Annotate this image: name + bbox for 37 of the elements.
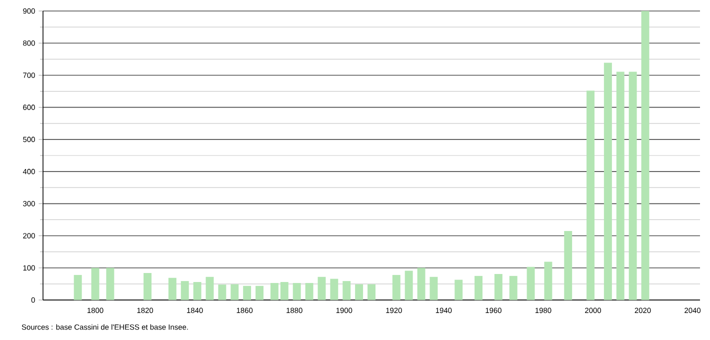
bar [106,268,114,300]
bar [91,268,100,300]
bar [544,262,552,300]
bar [355,284,364,300]
bar [564,230,572,300]
bar [454,280,463,300]
bar [270,282,278,300]
bar [586,90,594,300]
bar [318,276,326,300]
bar [256,286,264,300]
bar [206,276,214,300]
bar [280,282,288,300]
bar [243,286,252,300]
bar [168,278,176,300]
bar [604,62,612,300]
bar [292,282,301,300]
bar [417,268,426,300]
bar [509,276,518,300]
bar [494,274,502,300]
bar [368,284,376,300]
bar [392,274,400,300]
bar [305,282,314,300]
bar [230,284,239,300]
bar [404,270,413,300]
bar [180,281,189,300]
bar [616,72,624,300]
bar [342,281,351,300]
bar [144,273,152,300]
bar [641,11,650,300]
bar [74,274,82,300]
bar [193,282,202,300]
bar [474,276,483,300]
bar [330,278,338,300]
bar [218,284,226,300]
bar [430,276,438,300]
bar [628,72,637,300]
bar [526,266,535,300]
